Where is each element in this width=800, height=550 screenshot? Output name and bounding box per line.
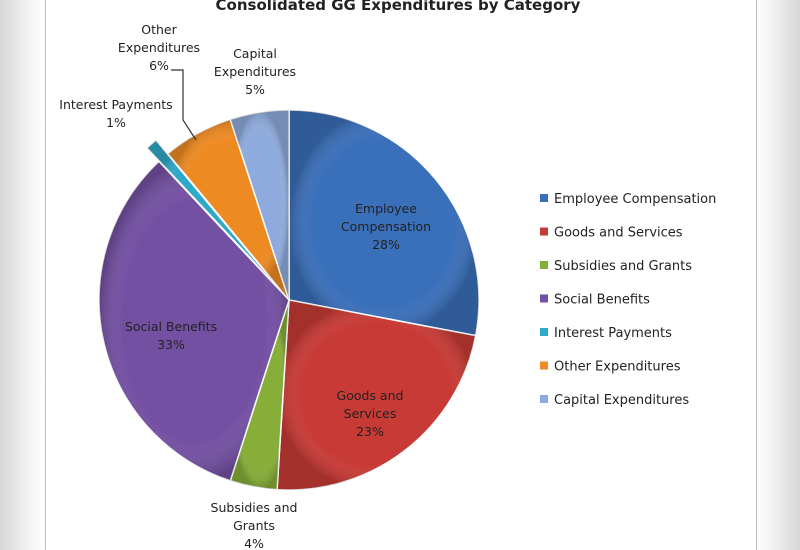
- legend: Employee Compensation Goods and Services S…: [540, 192, 716, 408]
- legend-label-goods-and-services: Goods and Services: [554, 226, 683, 241]
- slice-label-interest-payments: Interest Payments 1%: [59, 97, 172, 130]
- legend-swatch-other-expenditures: [540, 361, 548, 370]
- chart-panel: Consolidated GG Expenditures by Category…: [45, 0, 757, 550]
- legend-swatch-employee-compensation: [540, 194, 548, 202]
- chart-title: Consolidated GG Expenditures by Category: [216, 0, 581, 14]
- legend-swatch-capital-expenditures: [540, 395, 548, 403]
- legend-label-capital-expenditures: Capital Expenditures: [554, 393, 689, 408]
- slice-label-goods-and-services: Goods and Services 23%: [337, 388, 404, 439]
- legend-swatch-subsidies-and-grants: [540, 261, 548, 269]
- legend-label-interest-payments: Interest Payments: [554, 326, 672, 341]
- pie-slices: [98, 109, 480, 491]
- slice-shade-social-benefits: [98, 161, 289, 481]
- slice-label-subsidies-and-grants: Subsidies and Grants 4%: [211, 500, 298, 550]
- slice-shade-other-expenditures: [167, 119, 289, 301]
- legend-swatch-social-benefits: [540, 294, 548, 303]
- legend-label-other-expenditures: Other Expenditures: [554, 360, 681, 375]
- legend-label-employee-compensation: Employee Compensation: [554, 192, 716, 207]
- slice-label-other-expenditures: Other Expenditures 6%: [118, 22, 200, 73]
- slice-label-employee-compensation: Employee Compensation 28%: [341, 201, 431, 252]
- slice-shade-interest-payments: [147, 140, 278, 287]
- legend-swatch-interest-payments: [540, 328, 548, 336]
- slice-label-social-benefits: Social Benefits 33%: [125, 319, 217, 352]
- slice-label-capital-expenditures: Capital Expenditures 5%: [214, 46, 296, 97]
- legend-label-social-benefits: Social Benefits: [554, 293, 650, 308]
- slice-shade-employee-compensation: [289, 110, 480, 336]
- slice-labels: Employee Compensation 28% Goods and Services…: [59, 22, 431, 550]
- slice-shade-capital-expenditures: [230, 110, 289, 300]
- leader-lines: [171, 69, 197, 141]
- pie-chart: Consolidated GG Expenditures by Category…: [59, 0, 716, 550]
- legend-label-subsidies-and-grants: Subsidies and Grants: [554, 259, 692, 274]
- leader-line-other-expenditures: [171, 69, 197, 141]
- legend-swatch-goods-and-services: [540, 227, 548, 236]
- slice-shade-goods-and-services: [277, 300, 476, 490]
